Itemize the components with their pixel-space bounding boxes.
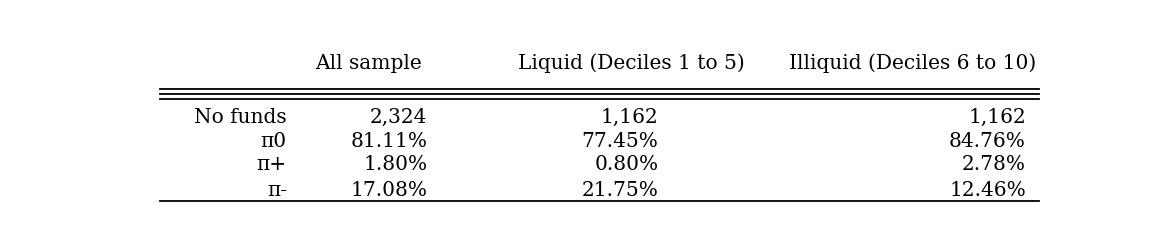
Text: π+: π+ [256, 155, 287, 174]
Text: No funds: No funds [194, 108, 287, 127]
Text: Liquid (Deciles 1 to 5): Liquid (Deciles 1 to 5) [518, 53, 745, 73]
Text: All sample: All sample [315, 54, 421, 73]
Text: 77.45%: 77.45% [581, 132, 659, 151]
Text: 21.75%: 21.75% [581, 181, 659, 200]
Text: 1.80%: 1.80% [363, 155, 427, 174]
Text: 81.11%: 81.11% [350, 132, 427, 151]
Text: 1,162: 1,162 [601, 108, 659, 127]
Text: 2.78%: 2.78% [962, 155, 1026, 174]
Text: 2,324: 2,324 [370, 108, 427, 127]
Text: π0: π0 [261, 132, 287, 151]
Text: Illiquid (Deciles 6 to 10): Illiquid (Deciles 6 to 10) [789, 53, 1037, 73]
Text: 17.08%: 17.08% [350, 181, 427, 200]
Text: π-: π- [267, 181, 287, 200]
Text: 0.80%: 0.80% [594, 155, 659, 174]
Text: 1,162: 1,162 [968, 108, 1026, 127]
Text: 12.46%: 12.46% [949, 181, 1026, 200]
Text: 84.76%: 84.76% [949, 132, 1026, 151]
